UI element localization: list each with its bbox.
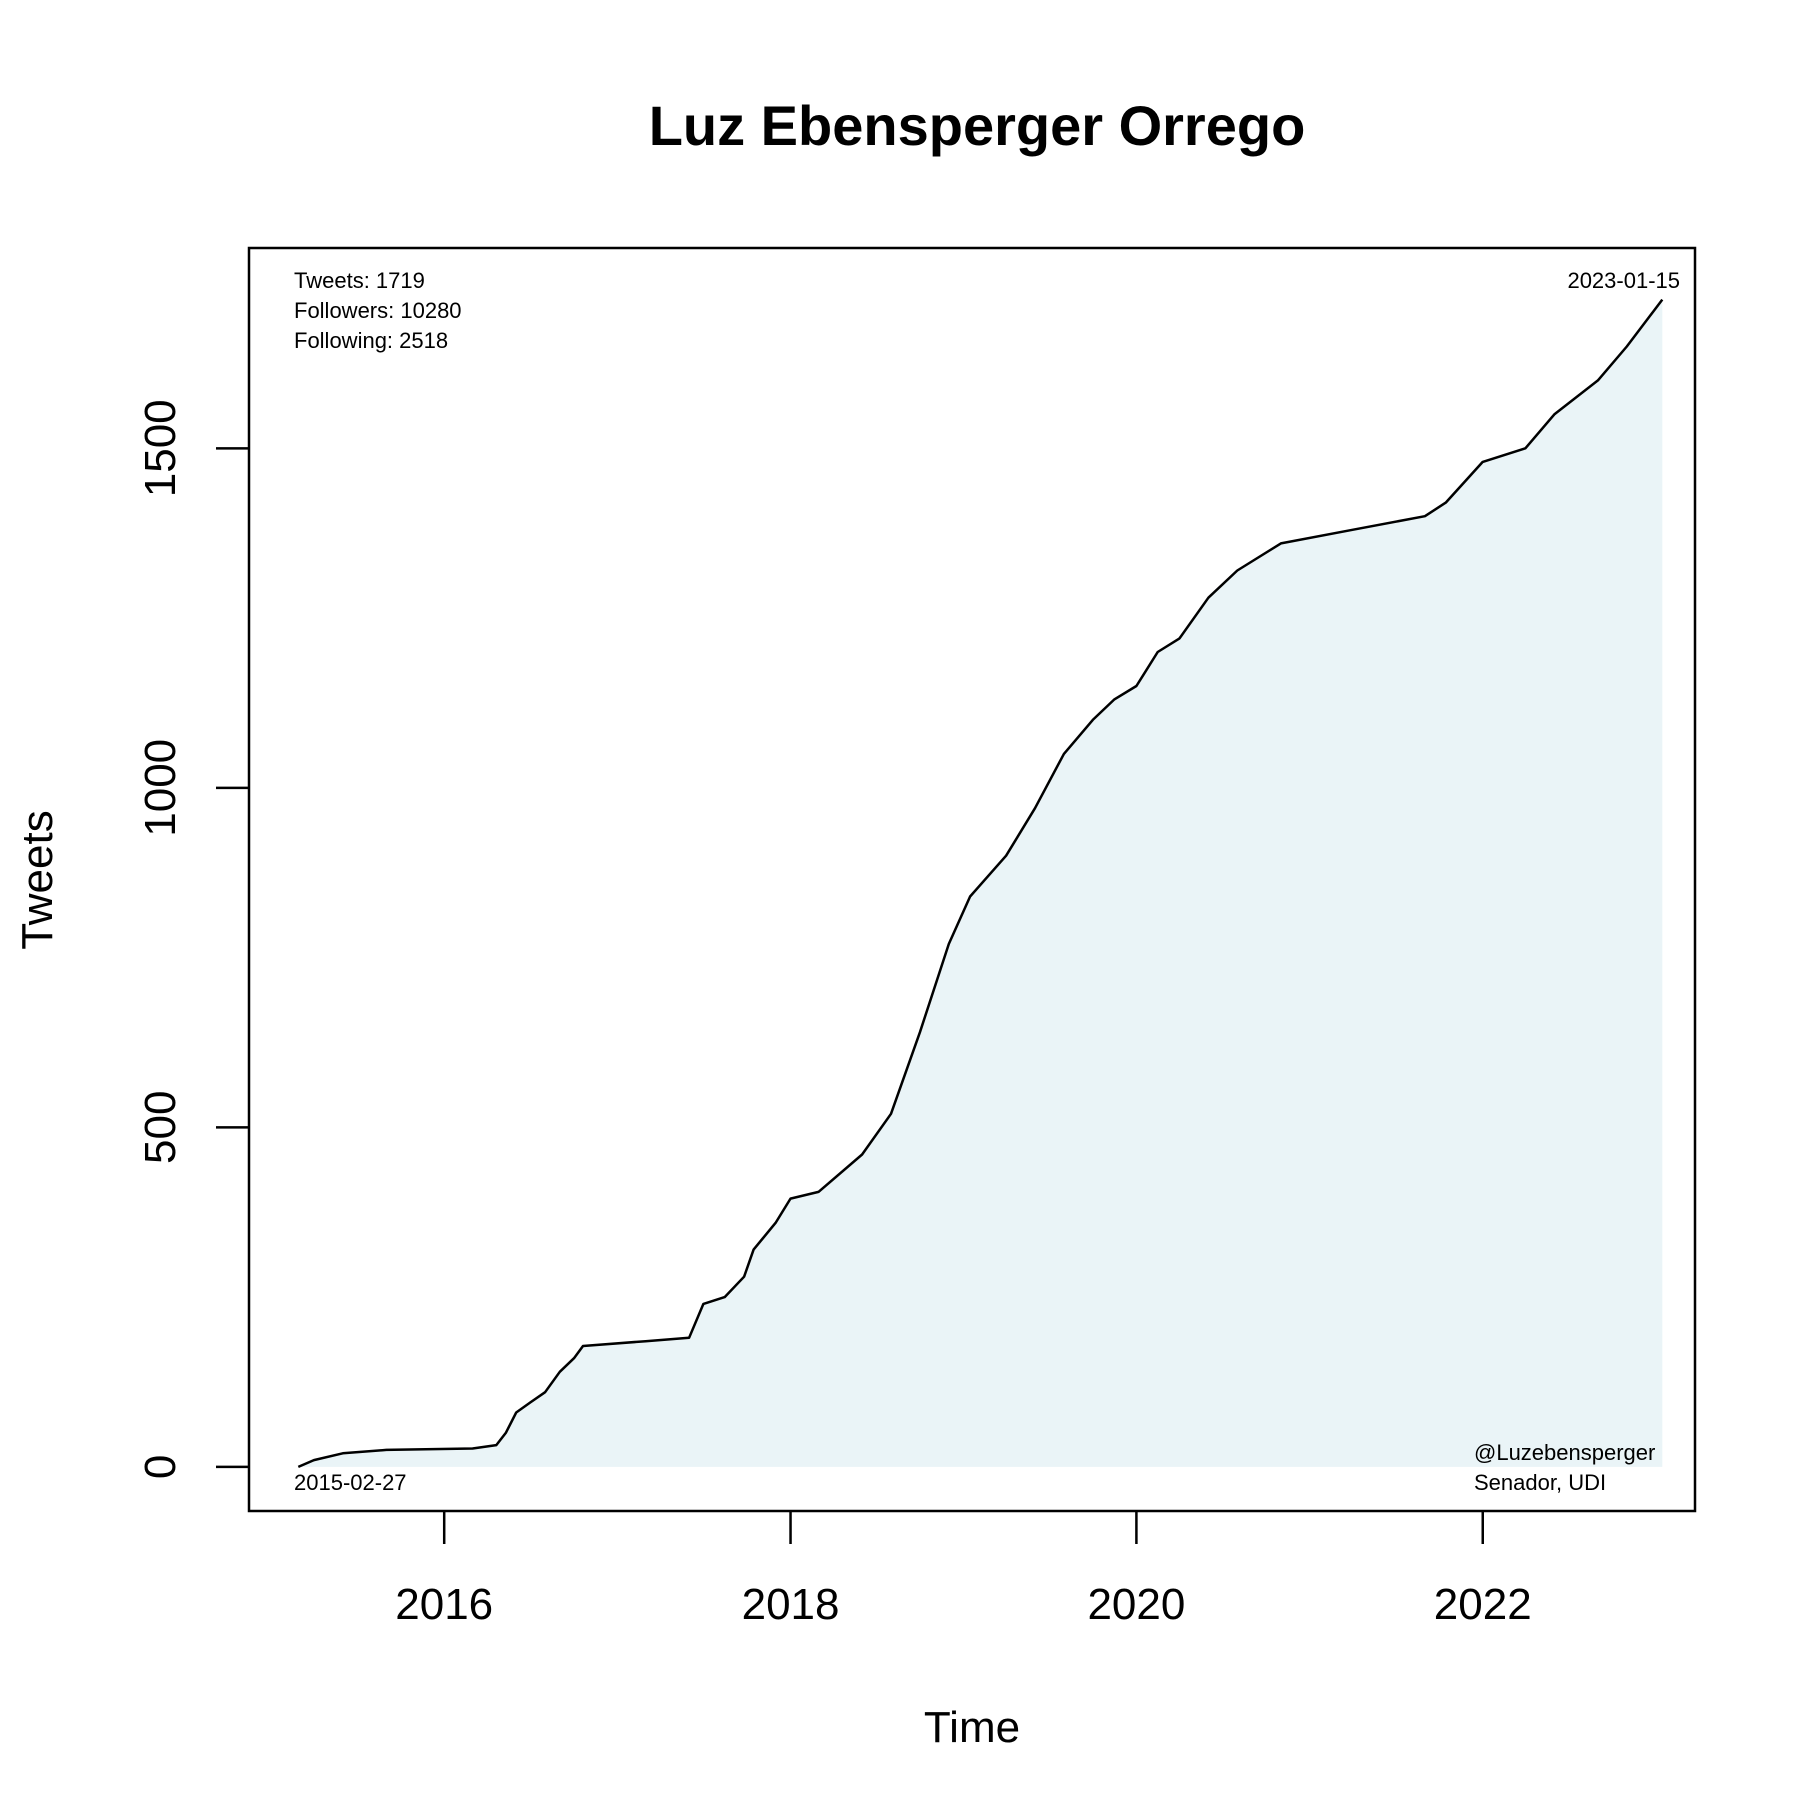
y-tick-label: 1000 xyxy=(136,739,185,837)
x-tick-label: 2022 xyxy=(1434,1580,1532,1629)
followers-count: Followers: 10280 xyxy=(294,298,462,323)
plot-frame xyxy=(247,246,1697,1513)
x-axis: 2016 2018 2020 2022 xyxy=(395,1511,1532,1629)
x-tick-label: 2020 xyxy=(1087,1580,1185,1629)
role-label: Senador, UDI xyxy=(1474,1470,1606,1495)
y-axis-label: Tweets xyxy=(13,810,62,949)
following-count: Following: 2518 xyxy=(294,328,448,353)
series-line xyxy=(297,298,1664,1469)
plot-area xyxy=(297,298,1664,1469)
y-tick-label: 500 xyxy=(136,1091,185,1164)
x-axis-label: Time xyxy=(924,1703,1020,1752)
handle-label: @Luzebensperger xyxy=(1474,1440,1655,1465)
series-area xyxy=(298,299,1663,1467)
y-axis: 0 500 1000 1500 xyxy=(136,399,249,1479)
start-date-label: 2015-02-27 xyxy=(294,1470,407,1495)
y-tick-label: 0 xyxy=(136,1455,185,1479)
chart-title: Luz Ebensperger Orrego xyxy=(649,94,1306,157)
y-tick-label: 1500 xyxy=(136,399,185,497)
x-tick-label: 2018 xyxy=(742,1580,840,1629)
stats-annotation: Tweets: 1719 Followers: 10280 Following:… xyxy=(294,268,462,353)
end-date-label: 2023-01-15 xyxy=(1567,268,1680,293)
tweets-count: Tweets: 1719 xyxy=(294,268,425,293)
x-tick-label: 2016 xyxy=(395,1580,493,1629)
